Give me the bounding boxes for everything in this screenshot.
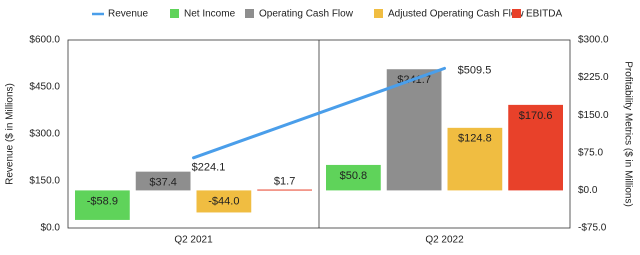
data-label: -$58.9	[87, 195, 118, 207]
y-tick-label: $450.0	[29, 82, 60, 93]
x-tick-label: Q2 2021	[174, 235, 213, 246]
data-label: $50.8	[340, 170, 368, 182]
data-label: -$44.0	[208, 195, 239, 207]
legend-swatch	[170, 9, 179, 18]
data-label: $124.8	[458, 133, 492, 145]
legend-swatch	[512, 9, 521, 18]
y2-tick-label: $0.0	[578, 185, 598, 196]
data-label: $1.7	[274, 175, 295, 187]
legend-label: Revenue	[108, 9, 148, 20]
bar	[326, 164, 381, 191]
legend-swatch	[374, 9, 383, 18]
bar	[196, 190, 252, 213]
y-tick-label: $300.0	[29, 129, 60, 140]
y2-tick-label: $225.0	[578, 72, 609, 83]
y2-tick-label: -$75.0	[578, 223, 607, 234]
bar	[75, 190, 130, 220]
data-label: $224.1	[192, 162, 226, 174]
data-label: $509.5	[458, 64, 492, 76]
y2-tick-label: $75.0	[578, 147, 603, 158]
legend-label: Operating Cash Flow	[259, 9, 354, 20]
legend-label: Net Income	[184, 9, 236, 20]
bar	[386, 69, 442, 191]
data-label: $37.4	[149, 177, 177, 189]
line	[192, 66, 446, 160]
bar	[135, 171, 191, 191]
legend-label: Adjusted Operating Cash Flow	[388, 9, 524, 20]
data-label: $170.6	[519, 110, 553, 122]
y2-tick-label: $150.0	[578, 110, 609, 121]
legend-swatch	[245, 9, 254, 18]
y-tick-label: $600.0	[29, 35, 60, 46]
x-tick-label: Q2 2022	[425, 235, 464, 246]
y2-tick-label: $300.0	[578, 35, 609, 46]
bar	[257, 189, 312, 191]
y2-axis-title: Profitability Metrics ($ in Millions)	[622, 61, 633, 207]
legend-label: EBITDA	[526, 9, 562, 20]
y-tick-label: $150.0	[29, 176, 60, 187]
y-tick-label: $0.0	[41, 223, 61, 234]
bar	[508, 104, 563, 191]
bar	[447, 127, 503, 191]
y-axis-title: Revenue ($ in Millions)	[5, 83, 16, 185]
